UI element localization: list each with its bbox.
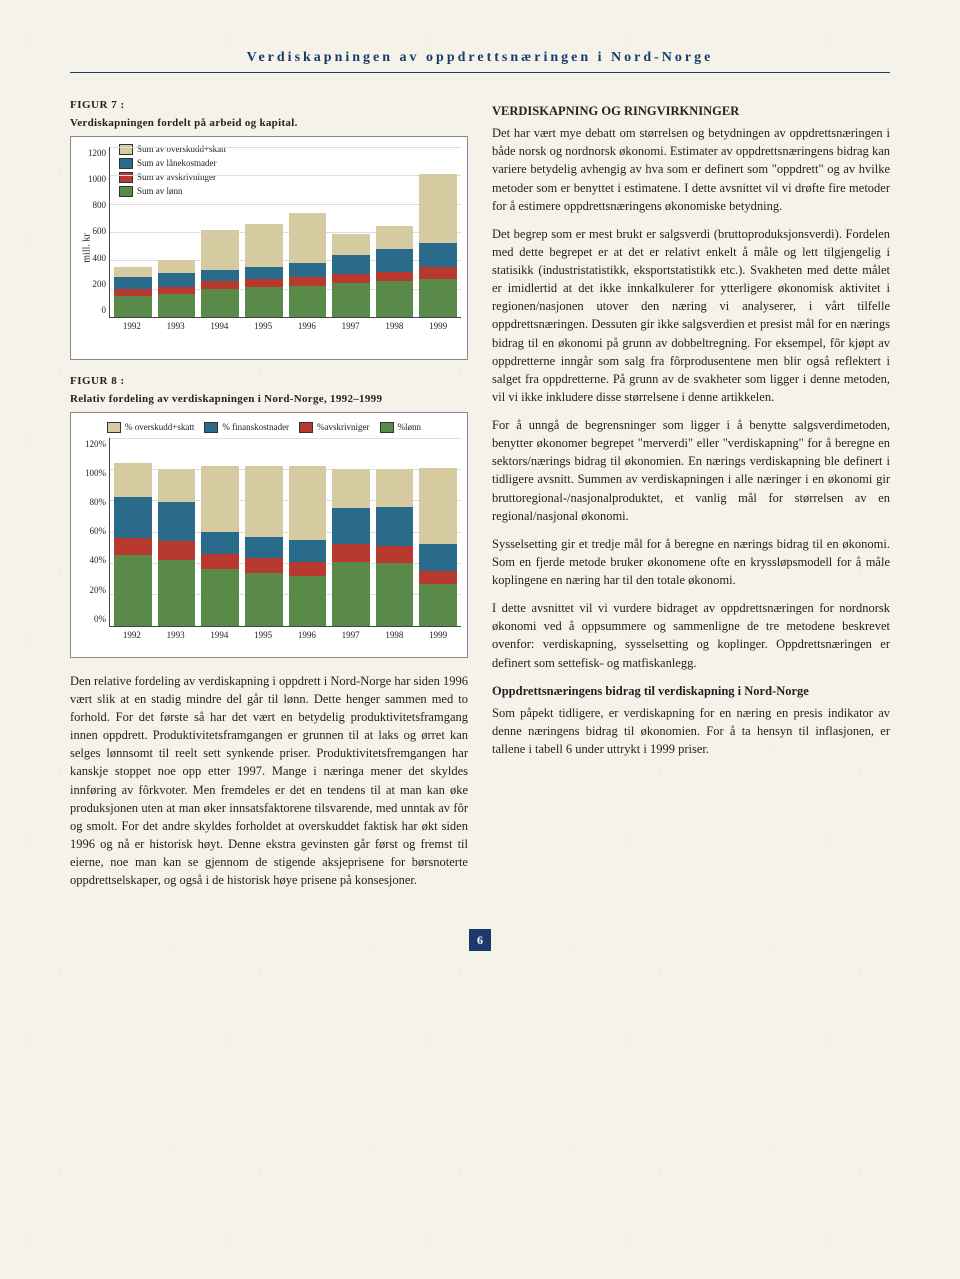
bar (289, 466, 327, 626)
bar (158, 469, 196, 626)
right-heading-1: VERDISKAPNING OG RINGVIRKNINGER (492, 102, 890, 120)
legend-item: % finanskostnader (204, 421, 289, 434)
fig7-yaxis: 120010008006004002000 (76, 147, 106, 317)
right-p6: Som påpekt tidligere, er verdiskapning f… (492, 704, 890, 758)
bar (419, 468, 457, 626)
header-rule (70, 72, 890, 73)
content-columns: FIGUR 7 : Verdiskapningen fordelt på arb… (70, 98, 890, 899)
page-header: Verdiskapningen av oppdrettsnæringen i N… (70, 50, 890, 66)
bar (332, 234, 370, 317)
bar (332, 469, 370, 626)
bar (289, 213, 327, 316)
fig8-yaxis: 120%100%80%60%40%20%0% (76, 438, 106, 626)
right-p5: I dette avsnittet vil vi vurdere bidrage… (492, 599, 890, 672)
bar (201, 230, 239, 316)
bar (114, 463, 152, 626)
left-paragraph: Den relative fordeling av verdiskapning … (70, 672, 468, 890)
right-p4: Sysselsetting gir et tredje mål for å be… (492, 535, 890, 589)
legend-item: %lønn (380, 421, 422, 434)
bar (376, 469, 414, 626)
figure8-chart: % overskudd+skatt % finanskostnader %avskr… (70, 412, 468, 658)
fig8-legend: % overskudd+skatt % finanskostnader %avskr… (107, 421, 461, 434)
bar (245, 224, 283, 317)
bar (245, 466, 283, 626)
fig8-plot-area: 120%100%80%60%40%20%0% (109, 438, 461, 627)
bar (376, 226, 414, 317)
fig7-plot-area: 120010008006004002000 (109, 147, 461, 318)
fig7-label: FIGUR 7 : (70, 98, 468, 114)
legend-item: % overskudd+skatt (107, 421, 194, 434)
right-p1: Det har vært mye debatt om størrelsen og… (492, 124, 890, 215)
fig8-title: Relativ fordeling av verdiskapningen i N… (70, 392, 468, 408)
right-p3: For å unngå de begrensninger som ligger … (492, 416, 890, 525)
left-column: FIGUR 7 : Verdiskapningen fordelt på arb… (70, 98, 468, 899)
fig8-label: FIGUR 8 : (70, 374, 468, 390)
bar (201, 466, 239, 626)
legend-item: %avskrivniger (299, 421, 369, 434)
right-p2: Det begrep som er mest brukt er salgsver… (492, 225, 890, 406)
fig7-title: Verdiskapningen fordelt på arbeid og kap… (70, 116, 468, 132)
figure7-chart: Sum av overskudd+skattSum av lånekostnad… (70, 136, 468, 360)
bar (114, 267, 152, 317)
fig7-xaxis: 19921993199419951996199719981999 (109, 318, 461, 333)
right-heading-2: Oppdrettsnæringens bidrag til verdiskapn… (492, 682, 890, 700)
fig8-xaxis: 19921993199419951996199719981999 (109, 627, 461, 642)
page-number: 6 (469, 929, 491, 951)
bar (158, 260, 196, 317)
bar (419, 174, 457, 317)
right-column: VERDISKAPNING OG RINGVIRKNINGER Det har … (492, 98, 890, 899)
